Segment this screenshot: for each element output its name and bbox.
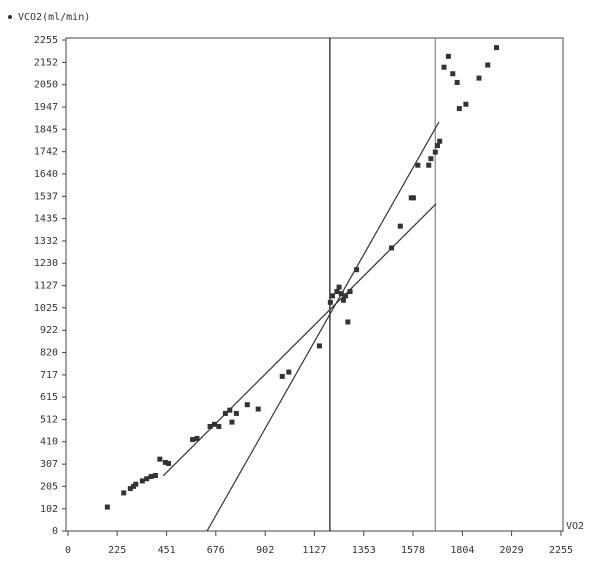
point (233, 410, 239, 416)
x-tick-label: 902 (256, 545, 274, 556)
point (121, 490, 127, 496)
fit-line (162, 203, 437, 477)
y-tick-label: 2050 (34, 80, 58, 91)
point (148, 474, 154, 480)
point (494, 45, 500, 51)
point (432, 149, 438, 155)
point (454, 79, 460, 85)
y-tick-label: 717 (40, 370, 58, 381)
point (255, 406, 261, 412)
x-tick-label: 1127 (302, 545, 326, 556)
x-tick-label: 2029 (500, 545, 524, 556)
point (450, 71, 456, 77)
plot-frame (65, 37, 564, 532)
point (144, 476, 150, 482)
y-tick-label: 205 (40, 481, 58, 492)
point (166, 461, 172, 467)
point (397, 223, 403, 229)
point (127, 486, 133, 492)
point (244, 402, 250, 408)
point (139, 478, 145, 484)
point (476, 75, 482, 81)
point (190, 437, 196, 443)
x-tick-label: 0 (65, 545, 71, 556)
y-tick-label: 1435 (34, 214, 58, 225)
point (345, 319, 351, 325)
point (327, 299, 333, 305)
point (354, 267, 360, 273)
y-tick-label: 1230 (34, 258, 58, 269)
point (456, 106, 462, 112)
point (133, 481, 139, 487)
point (194, 435, 200, 441)
point (434, 143, 440, 149)
y-tick-label: 2152 (34, 57, 58, 68)
point (340, 297, 346, 303)
x-tick-label: 1804 (450, 545, 474, 556)
x-tick-label: 225 (108, 545, 126, 556)
y-tick-label: 1742 (34, 147, 58, 158)
y-tick-label: 2255 (34, 35, 58, 46)
y-tick-label: 1127 (34, 281, 58, 292)
point (463, 101, 469, 107)
y-tick-label: 1947 (34, 102, 58, 113)
point (485, 62, 491, 68)
point (437, 138, 443, 144)
y-tick-label: 820 (40, 347, 58, 358)
y-tick-label: 1537 (34, 191, 58, 202)
point (229, 419, 235, 425)
y-tick-label: 922 (40, 325, 58, 336)
point (157, 456, 163, 462)
point (227, 407, 233, 413)
y-tick-label: 102 (40, 504, 58, 515)
point (410, 195, 416, 201)
x-tick-label: 2255 (549, 545, 573, 556)
legend-marker (8, 15, 12, 19)
y-tick-label: 1332 (34, 236, 58, 247)
point (104, 504, 110, 510)
point (389, 245, 395, 251)
y-tick-label: 512 (40, 415, 58, 426)
point (330, 293, 336, 299)
y-tick-label: 1845 (34, 124, 58, 135)
point (316, 343, 322, 349)
point (286, 369, 292, 375)
point (222, 410, 228, 416)
point (426, 162, 432, 168)
x-axis-label: VO2 (566, 521, 584, 532)
point (162, 459, 168, 465)
point (152, 472, 158, 478)
y-tick-label: 615 (40, 392, 58, 403)
point (336, 284, 342, 290)
legend-label: VCO2(ml/min) (18, 12, 90, 23)
point (279, 373, 285, 379)
y-tick-label: 410 (40, 437, 58, 448)
point (415, 162, 421, 168)
point (445, 53, 451, 59)
point (441, 64, 447, 70)
y-tick-label: 0 (52, 526, 58, 537)
point (211, 421, 217, 427)
x-tick-label: 676 (207, 545, 225, 556)
y-tick-label: 1025 (34, 303, 58, 314)
x-tick-label: 1353 (352, 545, 376, 556)
x-tick-label: 451 (158, 545, 176, 556)
point (334, 288, 340, 294)
point (338, 291, 344, 297)
fit-line (206, 121, 440, 532)
point (428, 156, 434, 162)
point (347, 288, 353, 294)
y-tick-label: 307 (40, 459, 58, 470)
y-tick-label: 1640 (34, 169, 58, 180)
point (216, 423, 222, 429)
point (207, 423, 213, 429)
point (343, 293, 349, 299)
x-tick-label: 1578 (401, 545, 425, 556)
